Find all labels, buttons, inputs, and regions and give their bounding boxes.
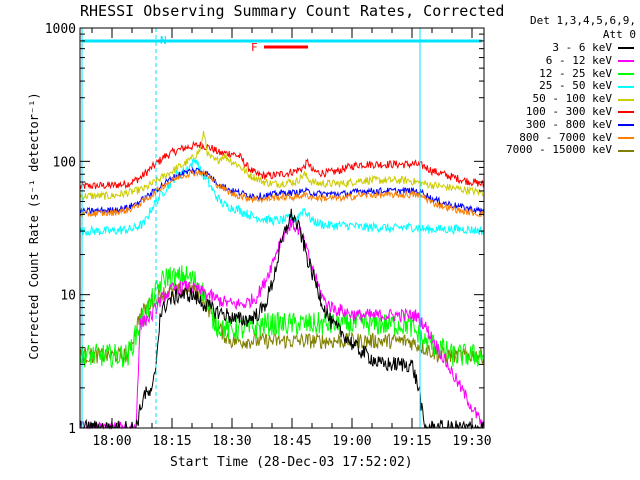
legend-entry: 6 - 12 keV [506,53,634,68]
legend-entry-label: 25 - 50 keV [539,79,612,93]
series-line-12-25-kev [79,265,485,369]
x-tick-label: 18:15 [152,434,191,449]
x-tick-label: 18:30 [212,434,251,449]
legend-entry: 12 - 25 keV [506,66,634,81]
x-tick-label: 19:00 [332,434,371,449]
legend-swatch [618,136,634,139]
series-line-100-300-kev [79,140,485,190]
legend-entry-label: 300 - 800 keV [525,117,612,131]
legend-entry: 3 - 6 keV [506,41,634,55]
legend-swatch [618,85,634,88]
y-tick-label: 10 [60,289,76,304]
series-line-3-6-kev [79,208,485,430]
legend-entry-label: 12 - 25 keV [539,66,612,80]
chart-title: RHESSI Observing Summary Count Rates, Co… [80,2,505,20]
legend: 3 - 6 keV 6 - 12 keV 12 - 25 keV 25 - 50 ke… [506,41,634,157]
legend-entry-label: 50 - 100 keV [532,92,612,106]
legend-entry-label: 800 - 7000 keV [519,130,612,144]
y-tick-label: 1000 [45,22,76,37]
legend-entry: 7000 - 15000 keV [506,144,634,157]
legend-swatch [618,60,634,63]
legend-swatch [618,98,634,101]
legend-swatch [618,111,634,114]
legend-swatch [618,149,634,152]
axes-group: 1 10 100 1000 18:00 18:15 18:30 18:45 19:00 19:15… [45,22,492,449]
legend-entry: 800 - 7000 keV [506,130,634,145]
legend-swatch [618,47,634,50]
plot-frame [79,27,485,429]
legend-swatch [618,124,634,127]
legend-entry-label: 100 - 300 keV [525,104,612,118]
detectors-label: Det 1,3,4,5,6,9, [530,14,636,27]
x-tick-label: 18:45 [272,434,311,449]
series-line-300-800-kev [79,166,485,215]
markers-group: NF [81,28,482,428]
plot-series-group [79,130,485,430]
legend-entry-label: 3 - 6 keV [552,41,612,54]
y-tick-label: 1 [68,422,76,437]
legend-entry: 25 - 50 keV [506,80,634,93]
attenuator-label: Att 0 [602,28,636,41]
series-line-50-100-kev [79,130,485,202]
legend-entry: 100 - 300 keV [506,104,634,119]
legend-entry-label: 6 - 12 keV [545,53,612,67]
flare-marker-label: F [251,41,258,54]
legend-swatch [618,72,634,75]
legend-header: Det 1,3,4,5,6,9, Att 0 [530,14,636,42]
x-tick-label: 18:00 [92,434,131,449]
x-tick-label: 19:30 [452,434,491,449]
legend-entry: 50 - 100 keV [506,92,634,106]
legend-entry: 300 - 800 keV [506,117,634,132]
legend-entry-label: 7000 - 15000 keV [506,143,612,157]
x-tick-label: 19:15 [392,434,431,449]
y-tick-label: 100 [53,155,76,170]
series-line-800-7000-kev [79,169,485,218]
series-line-25-50-kev [79,158,485,237]
x-axis-label: Start Time (28-Dec-03 17:52:02) [170,455,413,470]
